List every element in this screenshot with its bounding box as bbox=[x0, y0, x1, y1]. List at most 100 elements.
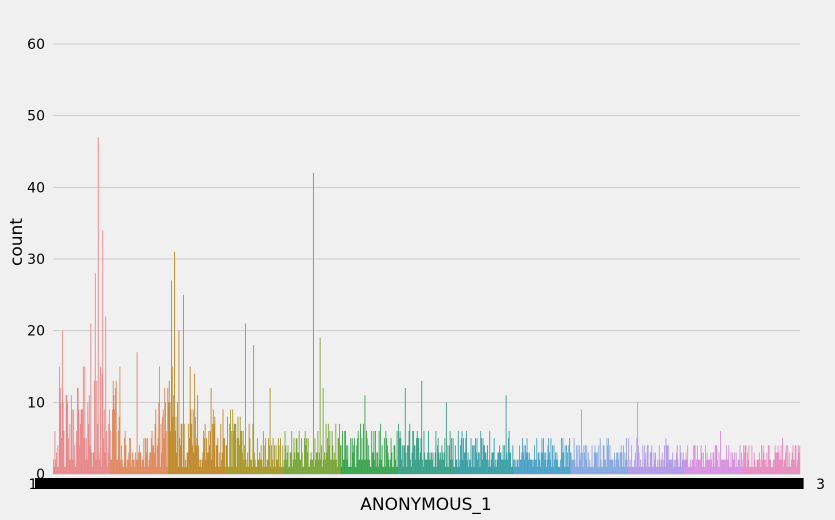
bar bbox=[738, 459, 740, 474]
bar bbox=[322, 388, 324, 474]
bar bbox=[436, 445, 438, 474]
bar bbox=[470, 438, 472, 474]
bar bbox=[727, 459, 729, 474]
bar bbox=[796, 466, 798, 474]
bar bbox=[279, 466, 281, 474]
bar bbox=[301, 438, 302, 474]
bar bbox=[763, 452, 765, 474]
bar bbox=[593, 466, 594, 474]
bar bbox=[443, 452, 445, 474]
bar bbox=[262, 431, 264, 474]
bar bbox=[733, 459, 735, 474]
bar bbox=[428, 459, 430, 474]
bar bbox=[65, 395, 67, 474]
bar bbox=[241, 431, 243, 474]
bar bbox=[181, 423, 183, 474]
bar bbox=[271, 445, 273, 474]
bar bbox=[697, 459, 699, 474]
bar bbox=[203, 438, 205, 474]
bar bbox=[737, 466, 739, 474]
bar bbox=[445, 402, 447, 474]
bar bbox=[736, 466, 738, 474]
bar bbox=[144, 438, 146, 474]
bar bbox=[676, 452, 677, 474]
bar bbox=[374, 431, 376, 474]
bar bbox=[210, 388, 212, 474]
bar bbox=[145, 438, 147, 474]
bar bbox=[791, 459, 792, 474]
bar bbox=[243, 459, 245, 474]
bar bbox=[411, 452, 413, 474]
bar bbox=[527, 452, 529, 474]
bar bbox=[351, 438, 353, 474]
bar bbox=[212, 409, 214, 474]
bar bbox=[783, 459, 785, 474]
bar bbox=[541, 438, 543, 474]
bar bbox=[144, 466, 146, 474]
bar bbox=[709, 459, 711, 474]
bar bbox=[744, 445, 746, 474]
bar bbox=[413, 431, 414, 474]
bar bbox=[681, 466, 683, 474]
bar bbox=[615, 459, 617, 474]
bar bbox=[302, 466, 304, 474]
bar bbox=[83, 438, 85, 474]
bar bbox=[662, 466, 664, 474]
bar bbox=[157, 438, 159, 474]
bar bbox=[191, 445, 193, 474]
bar bbox=[242, 431, 244, 474]
bar bbox=[88, 423, 90, 474]
bar bbox=[183, 423, 185, 474]
bar bbox=[507, 459, 509, 474]
bar bbox=[717, 466, 719, 474]
bar bbox=[457, 466, 459, 474]
bar bbox=[363, 459, 365, 474]
bar bbox=[670, 459, 671, 474]
bar bbox=[722, 459, 724, 474]
bar bbox=[386, 438, 388, 474]
bar bbox=[484, 452, 486, 474]
bar bbox=[104, 452, 106, 474]
bar bbox=[617, 459, 619, 474]
bar bbox=[637, 445, 639, 474]
bar bbox=[592, 466, 594, 474]
bar bbox=[72, 459, 74, 474]
bar bbox=[791, 452, 793, 474]
bar bbox=[276, 459, 278, 474]
bar bbox=[761, 445, 763, 474]
bar bbox=[73, 409, 75, 474]
bar bbox=[389, 459, 391, 474]
bar bbox=[604, 459, 606, 474]
bar bbox=[370, 466, 372, 474]
bar bbox=[787, 445, 789, 474]
bar bbox=[499, 452, 501, 474]
bar bbox=[556, 452, 558, 474]
bar bbox=[257, 459, 259, 474]
bar bbox=[103, 409, 105, 474]
bar bbox=[545, 452, 547, 474]
bar bbox=[291, 431, 293, 474]
bar bbox=[120, 459, 122, 474]
y-tick-label-20: 20 bbox=[27, 324, 45, 340]
bar bbox=[244, 445, 246, 474]
bar bbox=[118, 416, 120, 474]
bar bbox=[646, 466, 648, 474]
y-tick-labels: 0 10 20 30 40 50 60 bbox=[27, 37, 45, 483]
bar bbox=[532, 466, 534, 474]
bar bbox=[193, 452, 195, 474]
bar bbox=[394, 445, 396, 474]
bar bbox=[239, 416, 241, 474]
bar bbox=[619, 466, 621, 474]
bar bbox=[171, 280, 172, 474]
bar bbox=[416, 431, 418, 474]
bar bbox=[577, 445, 579, 474]
bar bbox=[490, 459, 492, 474]
bar bbox=[371, 452, 373, 474]
bar bbox=[635, 466, 637, 474]
bar bbox=[244, 323, 246, 474]
bar bbox=[458, 466, 460, 474]
bar bbox=[388, 459, 390, 474]
bar bbox=[162, 416, 163, 474]
bar bbox=[687, 445, 689, 474]
bar bbox=[463, 452, 465, 474]
